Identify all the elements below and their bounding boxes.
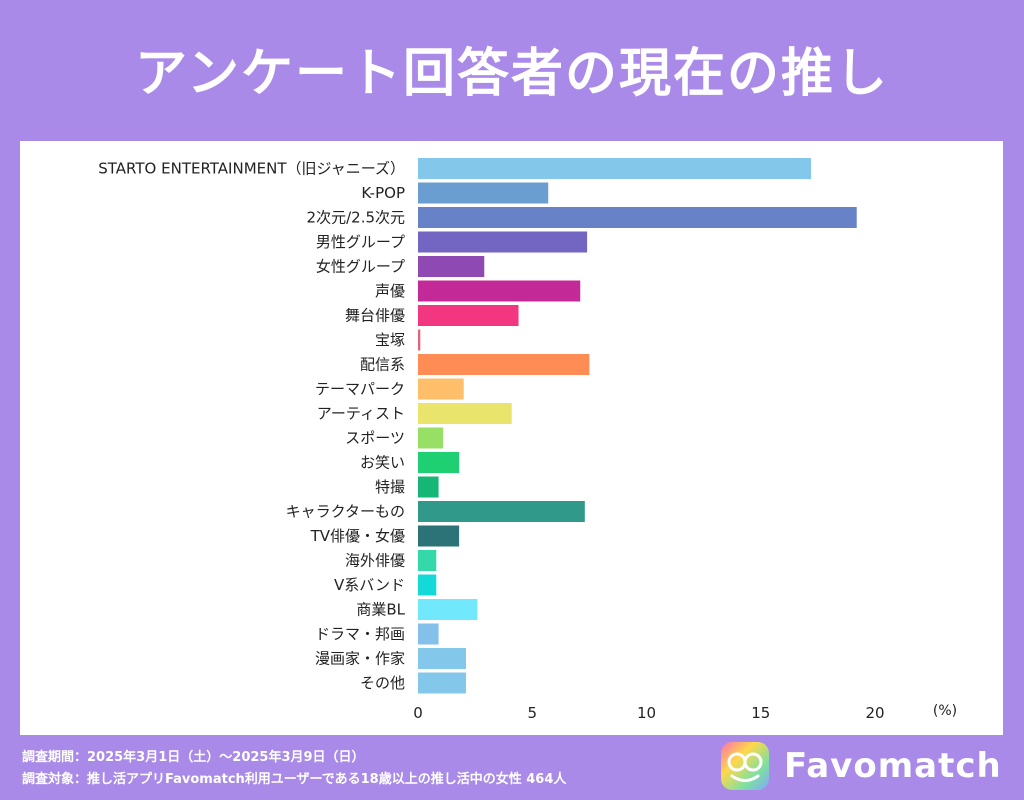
category-label: 女性グループ — [316, 258, 405, 276]
category-label: 特撮 — [375, 478, 405, 496]
category-label: 海外俳優 — [345, 552, 405, 570]
bar — [418, 501, 585, 522]
category-label: アーティスト — [317, 405, 405, 423]
bar — [418, 599, 478, 620]
bar — [418, 452, 460, 473]
category-label: その他 — [360, 674, 405, 692]
bar — [418, 231, 588, 253]
bar — [418, 672, 466, 694]
category-label: TV俳優・女優 — [310, 527, 405, 545]
x-tick-label: 0 — [413, 704, 423, 722]
chart-panel: STARTO ENTERTAINMENT（旧ジャニーズ） K-POP 2次元/2.5… — [20, 141, 1003, 735]
bar — [418, 280, 581, 302]
bar — [418, 550, 437, 571]
bar — [418, 623, 439, 645]
category-label: 舞台俳優 — [345, 307, 405, 325]
favomatch-logo-icon — [721, 742, 769, 790]
category-label: テーマパーク — [315, 380, 405, 398]
bar — [418, 207, 857, 228]
bar — [418, 403, 512, 424]
category-label: 漫画家・作家 — [315, 650, 405, 668]
bar — [418, 427, 444, 449]
category-label: ドラマ・邦画 — [315, 625, 405, 643]
brand-name: Favomatch — [784, 746, 1002, 786]
bar — [418, 354, 590, 375]
bar — [418, 158, 812, 179]
category-label: 商業BL — [356, 601, 405, 619]
bar — [418, 574, 437, 596]
category-label: 声優 — [375, 282, 405, 300]
bar — [418, 378, 464, 400]
bar — [418, 182, 549, 204]
bar — [418, 329, 421, 351]
x-tick-label: 15 — [751, 704, 770, 722]
category-label: STARTO ENTERTAINMENT（旧ジャニーズ） — [98, 160, 405, 178]
bar — [418, 256, 485, 277]
x-tick-label: 20 — [865, 704, 884, 722]
category-label: 男性グループ — [316, 233, 405, 251]
bar-chart: STARTO ENTERTAINMENT（旧ジャニーズ） K-POP 2次元/2.5… — [98, 158, 957, 722]
page-title: アンケート回答者の現在の推し — [135, 44, 889, 104]
bar — [418, 476, 439, 498]
category-label: V系バンド — [334, 576, 405, 594]
category-label: キャラクターもの — [286, 503, 405, 521]
category-label: 2次元/2.5次元 — [307, 209, 405, 227]
x-tick-label: 10 — [637, 704, 656, 722]
brand: Favomatch — [720, 741, 1002, 791]
category-label: お笑い — [360, 454, 405, 472]
category-label: スポーツ — [345, 429, 405, 447]
bar — [418, 648, 466, 669]
bar — [418, 305, 519, 326]
bar — [418, 525, 460, 547]
unit-label: (%) — [933, 703, 957, 719]
survey-target-note: 調査対象：推し活アプリFavomatch利用ユーザーである18歳以上の推し活中の… — [22, 772, 567, 787]
category-label: 宝塚 — [375, 331, 405, 349]
x-tick-label: 5 — [527, 704, 537, 722]
category-label: K-POP — [361, 184, 405, 202]
survey-period-note: 調査期間：2025年3月1日（土）～2025年3月9日（日） — [22, 750, 365, 765]
category-label: 配信系 — [360, 356, 405, 374]
